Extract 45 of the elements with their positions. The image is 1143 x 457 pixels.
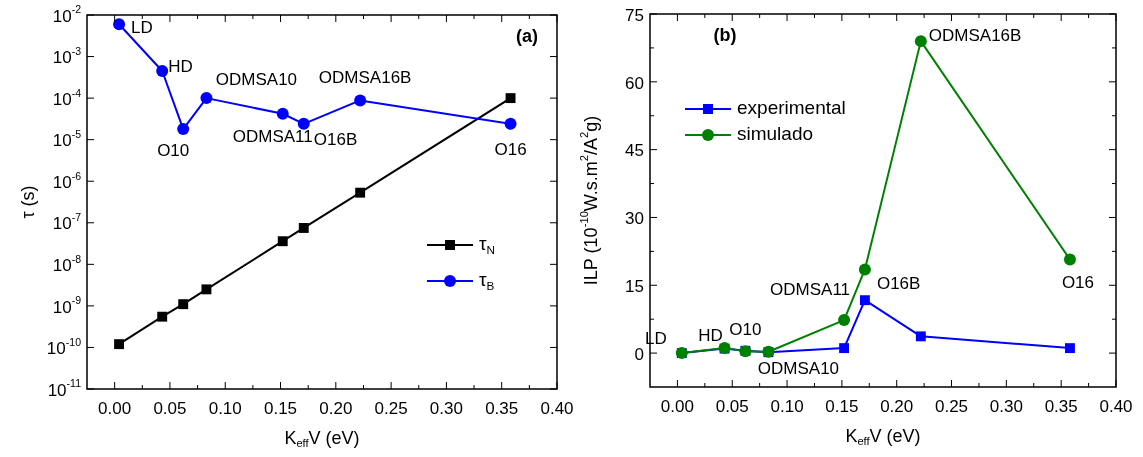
- x-tick-label: 0.35: [485, 398, 519, 418]
- x-tick-label: 0.05: [715, 396, 749, 416]
- y-axis-title: τ (s): [17, 185, 38, 219]
- x-tick-label: 0.05: [153, 398, 187, 418]
- x-tick-label: 0.30: [429, 398, 463, 418]
- x-tick-label: 0.40: [1099, 396, 1133, 416]
- x-tick-label: 0.30: [989, 396, 1023, 416]
- annotation: ODMSA16B: [928, 25, 1022, 45]
- x-tick-label: 0.20: [880, 396, 914, 416]
- text: (b): [713, 24, 737, 45]
- x-tick-label: 0.35: [1044, 396, 1078, 416]
- x-tick-label: 0.25: [374, 398, 408, 418]
- y-tick-label: 45: [625, 141, 645, 161]
- x-tick-label: 0.10: [770, 396, 804, 416]
- x-tick-label: 0.00: [98, 398, 132, 418]
- y-tick-label: 0: [634, 344, 645, 364]
- y-tick-label: 15: [625, 276, 645, 296]
- x-tick-label: 0.10: [208, 398, 242, 418]
- annotation: ODMSA16B: [318, 68, 412, 88]
- annotation: O16B: [313, 129, 358, 149]
- x-tick-label: 0.25: [934, 396, 969, 416]
- annotation: O16: [1061, 273, 1095, 293]
- x-tick-label: 0.00: [660, 396, 694, 416]
- y-tick-label: 75: [625, 5, 645, 25]
- x-tick-label: 0.20: [319, 398, 353, 418]
- annotation: ODMSA11: [770, 279, 851, 299]
- y-axis-title: ILP (10-10W.s.m2/A2g): [578, 115, 601, 286]
- y-tick-label: 30: [625, 209, 645, 229]
- annotation: ODMSA10: [215, 69, 298, 89]
- x-tick-label: 0.15: [825, 396, 859, 416]
- annotation: O10: [729, 319, 762, 339]
- legend-label: experimental: [737, 97, 846, 119]
- annotation: ODMSA10: [757, 358, 840, 378]
- y-tick-label: 60: [625, 73, 645, 93]
- annotation: HD: [698, 325, 723, 345]
- x-tick-label: 0.40: [540, 398, 574, 418]
- annotation: O16: [494, 139, 527, 159]
- x-tick-label: 0.15: [263, 398, 298, 418]
- annotation: HD: [168, 56, 193, 76]
- text: (a): [516, 25, 539, 46]
- legend-label: simulado: [737, 123, 814, 145]
- annotation: O10: [157, 140, 190, 160]
- annotation: LD: [131, 17, 153, 37]
- annotation: O16B: [876, 273, 921, 293]
- annotation: ODMSA11: [232, 127, 313, 147]
